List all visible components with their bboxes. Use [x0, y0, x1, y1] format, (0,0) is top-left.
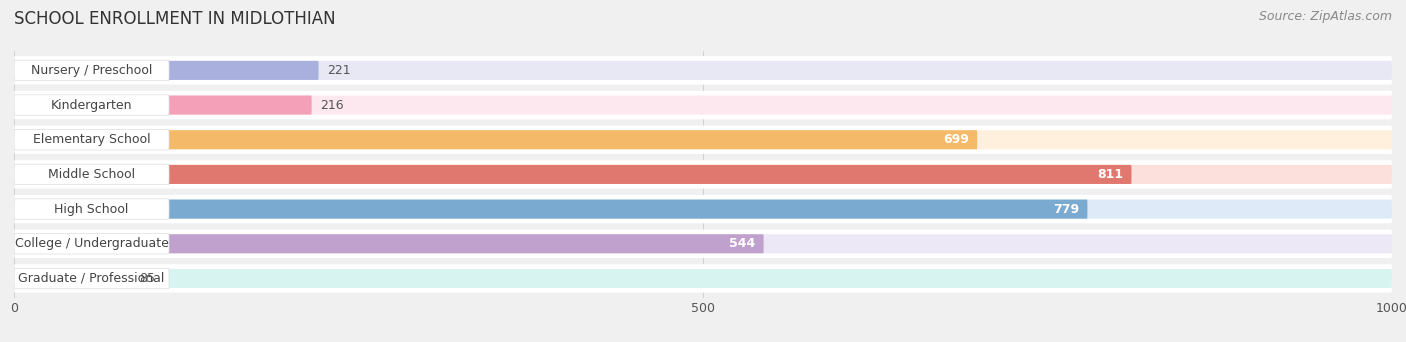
Text: 544: 544 — [730, 237, 755, 250]
FancyBboxPatch shape — [14, 234, 169, 254]
Text: 216: 216 — [321, 98, 343, 111]
FancyBboxPatch shape — [14, 56, 1392, 84]
FancyBboxPatch shape — [14, 130, 1392, 149]
FancyBboxPatch shape — [14, 95, 312, 115]
FancyBboxPatch shape — [14, 199, 169, 219]
FancyBboxPatch shape — [14, 95, 169, 115]
Text: Graduate / Professional: Graduate / Professional — [18, 272, 165, 285]
FancyBboxPatch shape — [14, 229, 1392, 258]
FancyBboxPatch shape — [14, 264, 1392, 293]
FancyBboxPatch shape — [14, 130, 977, 149]
Text: SCHOOL ENROLLMENT IN MIDLOTHIAN: SCHOOL ENROLLMENT IN MIDLOTHIAN — [14, 10, 336, 28]
FancyBboxPatch shape — [14, 234, 763, 253]
FancyBboxPatch shape — [14, 234, 1392, 253]
FancyBboxPatch shape — [14, 200, 1087, 219]
FancyBboxPatch shape — [14, 61, 1392, 80]
FancyBboxPatch shape — [14, 200, 1392, 219]
Text: 779: 779 — [1053, 202, 1080, 215]
Text: 221: 221 — [326, 64, 350, 77]
FancyBboxPatch shape — [14, 269, 1392, 288]
Text: Elementary School: Elementary School — [32, 133, 150, 146]
Text: Nursery / Preschool: Nursery / Preschool — [31, 64, 152, 77]
FancyBboxPatch shape — [14, 165, 1392, 184]
FancyBboxPatch shape — [14, 60, 169, 81]
FancyBboxPatch shape — [14, 165, 1132, 184]
FancyBboxPatch shape — [14, 195, 1392, 223]
Text: High School: High School — [55, 202, 129, 215]
FancyBboxPatch shape — [14, 61, 319, 80]
FancyBboxPatch shape — [14, 164, 169, 185]
Text: Source: ZipAtlas.com: Source: ZipAtlas.com — [1258, 10, 1392, 23]
Text: 811: 811 — [1097, 168, 1123, 181]
Text: Kindergarten: Kindergarten — [51, 98, 132, 111]
Text: 85: 85 — [139, 272, 156, 285]
FancyBboxPatch shape — [14, 269, 131, 288]
FancyBboxPatch shape — [14, 160, 1392, 189]
FancyBboxPatch shape — [14, 268, 169, 289]
Text: Middle School: Middle School — [48, 168, 135, 181]
FancyBboxPatch shape — [14, 126, 1392, 154]
FancyBboxPatch shape — [14, 95, 1392, 115]
FancyBboxPatch shape — [14, 91, 1392, 119]
Text: College / Undergraduate: College / Undergraduate — [14, 237, 169, 250]
FancyBboxPatch shape — [14, 130, 169, 150]
Text: 699: 699 — [943, 133, 969, 146]
